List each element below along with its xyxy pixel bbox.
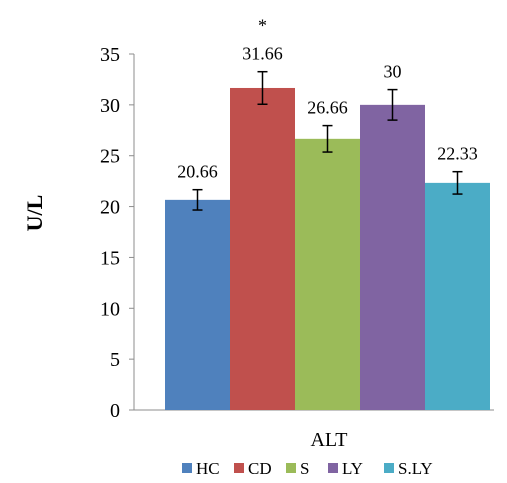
bar-cd bbox=[230, 87, 295, 411]
legend-label: S.LY bbox=[398, 459, 433, 478]
legend-swatch bbox=[384, 463, 394, 473]
bar-hc bbox=[165, 199, 230, 410]
data-label: 20.66 bbox=[177, 162, 218, 182]
data-label: 26.66 bbox=[307, 98, 348, 118]
legend-label: S bbox=[300, 459, 309, 478]
y-tick-label: 15 bbox=[100, 247, 120, 269]
data-label: 22.33 bbox=[437, 144, 478, 164]
legend-swatch bbox=[328, 463, 338, 473]
bar-s-ly bbox=[425, 182, 490, 410]
legend-label: HC bbox=[196, 459, 220, 478]
y-tick-label: 25 bbox=[100, 146, 120, 168]
y-axis-ticks: 0 5 10 15 20 25 30 35 bbox=[100, 44, 134, 422]
x-axis-label: ALT bbox=[310, 429, 347, 451]
legend-swatch bbox=[286, 463, 296, 473]
y-axis-label: U/L bbox=[22, 195, 47, 232]
data-label: 31.66 bbox=[242, 44, 283, 64]
y-tick-label: 35 bbox=[100, 44, 120, 66]
y-tick-label: 0 bbox=[110, 400, 120, 422]
legend-swatch bbox=[234, 463, 244, 473]
legend-label: LY bbox=[342, 459, 363, 478]
legend-label: CD bbox=[248, 459, 272, 478]
y-tick-label: 30 bbox=[100, 95, 120, 117]
significance-marker: * bbox=[258, 16, 267, 36]
bar-s bbox=[295, 138, 360, 410]
bars-group: 20.66 31.66 * 26.66 30 22.33 bbox=[165, 16, 490, 411]
legend: HC CD S LY S.LY bbox=[182, 459, 433, 478]
legend-swatch bbox=[182, 463, 192, 473]
bar-ly bbox=[360, 104, 425, 410]
y-tick-label: 5 bbox=[110, 349, 120, 371]
y-tick-label: 20 bbox=[100, 197, 120, 219]
data-label: 30 bbox=[384, 62, 402, 82]
y-tick-label: 10 bbox=[100, 298, 120, 320]
